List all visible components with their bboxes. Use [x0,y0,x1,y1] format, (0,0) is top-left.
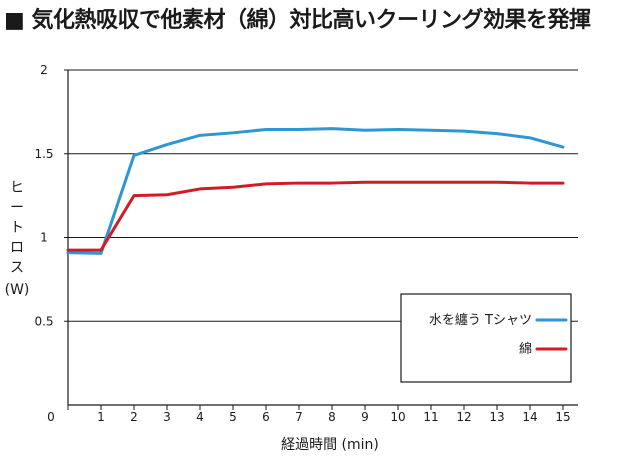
series-lines [66,127,565,255]
x-tick-label: 11 [423,410,438,424]
x-tick-label: 12 [456,410,471,424]
y-tick-labels: 0.5 1 1.5 2 0 [34,63,68,424]
legend-label-1: 水を纏う Tシャツ [429,312,532,328]
x-axis-label: 経過時間 (min) [281,437,379,453]
x-tick-label: 10 [390,410,405,424]
y-axis-label-part: ト [10,220,24,236]
x-tick-label: 2 [130,410,138,424]
x-tick-label: 14 [522,410,537,424]
y-tick-label: 0.5 [34,314,53,328]
x-tick-labels: 1 2 3 4 5 6 7 8 9 10 11 12 13 14 15 [67,405,571,424]
y-axis-label-part: ー [10,200,24,216]
series-line-1 [66,127,565,255]
x-tick-label: 4 [196,410,204,424]
y-axis-label-part: (W) [5,282,30,298]
y-tick-label: 1.5 [34,147,53,161]
y-axis-label-part: ス [10,260,24,276]
y-tick-label: 1 [40,231,48,245]
series-line-2 [66,180,565,252]
x-tick-label: 7 [295,410,303,424]
x-tick-label: 3 [163,410,171,424]
x-tick-label: 5 [229,410,237,424]
legend-label-2: 綿 [519,342,532,357]
x-tick-label: 13 [489,410,504,424]
x-tick-label: 9 [361,410,369,424]
y-axis-label-part: ヒ [10,180,24,196]
y-tick-label: 2 [40,63,48,77]
y-axis-label-part: ロ [10,240,24,256]
y-tick-label: 0 [47,410,55,424]
legend-box [400,293,572,383]
x-tick-label: 1 [97,410,105,424]
x-tick-label: 6 [262,410,270,424]
chart-title: ■ 気化熱吸収で他素材（綿）対比高いクーリング効果を発揮 [4,8,591,33]
x-tick-label: 8 [328,410,336,424]
x-tick-label: 15 [555,410,570,424]
